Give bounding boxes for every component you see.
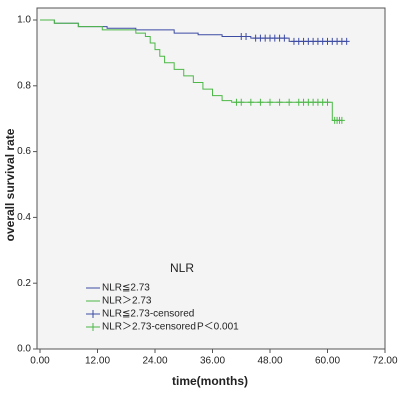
y-tick-label: 0.4 bbox=[17, 212, 31, 223]
legend-label: NLR≦2.73-censored bbox=[102, 309, 194, 320]
censor-mark bbox=[247, 98, 254, 106]
legend-title: NLR bbox=[170, 261, 194, 275]
x-tick-label: 36.00 bbox=[200, 356, 225, 367]
legend-swatch bbox=[86, 323, 100, 331]
censor-mark bbox=[324, 98, 331, 106]
x-tick-label: 72.00 bbox=[372, 356, 397, 367]
censor-mark bbox=[343, 37, 350, 45]
x-tick-label: 24.00 bbox=[142, 356, 167, 367]
plot-area bbox=[36, 7, 386, 350]
censor-mark bbox=[243, 32, 250, 40]
censor-mark bbox=[281, 34, 288, 42]
censor-mark bbox=[286, 98, 293, 106]
censor-mark bbox=[257, 98, 264, 106]
y-tick-label: 0.6 bbox=[17, 146, 31, 157]
x-axis-title: time(months) bbox=[172, 374, 248, 388]
censor-mark bbox=[238, 98, 245, 106]
x-tick-label: 0.00 bbox=[30, 356, 50, 367]
censor-mark bbox=[276, 98, 283, 106]
x-tick-label: 60.00 bbox=[315, 356, 340, 367]
censor-mark bbox=[338, 116, 345, 124]
y-tick-label: 0.8 bbox=[17, 80, 31, 91]
legend-label: NLR＞2.73 bbox=[102, 296, 152, 307]
y-tick-label: 0.0 bbox=[17, 344, 31, 355]
legend-label: NLR＞2.73-censored bbox=[102, 322, 196, 333]
annotation: P＜0.001 bbox=[197, 322, 239, 333]
survival-curve bbox=[40, 19, 342, 121]
y-axis-title: overall survival rate bbox=[3, 128, 17, 241]
x-tick-label: 12.00 bbox=[85, 356, 110, 367]
y-tick-label: 0.2 bbox=[17, 278, 31, 289]
y-tick-label: 1.0 bbox=[17, 15, 31, 26]
legend-label: NLR≦2.73 bbox=[102, 283, 150, 294]
censor-mark bbox=[267, 98, 273, 106]
legend-swatch bbox=[86, 310, 100, 318]
x-tick-label: 48.00 bbox=[257, 356, 282, 367]
